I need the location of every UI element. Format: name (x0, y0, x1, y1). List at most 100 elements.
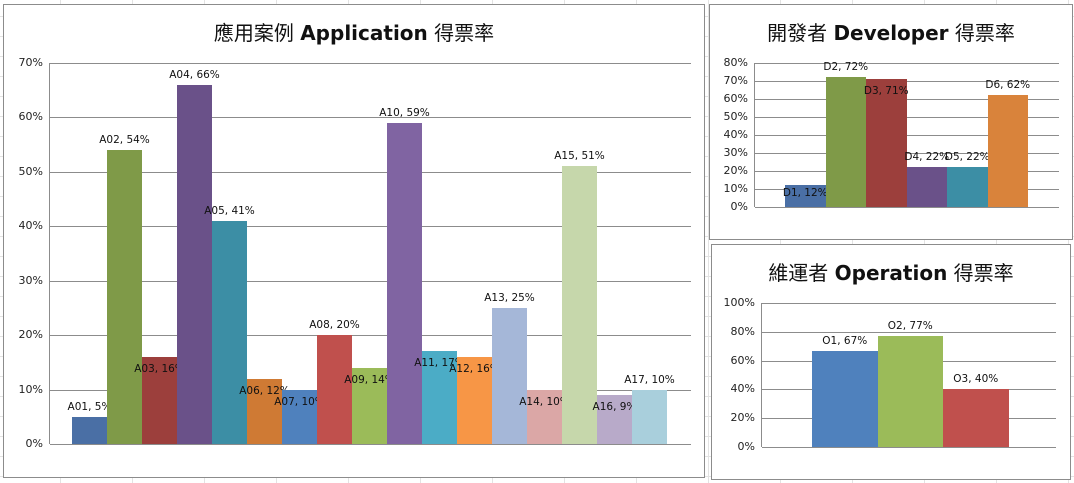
bar-a15[interactable] (562, 166, 597, 444)
y-tick-label: 70% (18, 56, 43, 69)
bar-d3[interactable] (866, 79, 907, 207)
y-tick-label: 20% (18, 328, 43, 342)
data-label: A11, 17% (414, 357, 465, 370)
y-tick-label: 40% (723, 128, 748, 141)
bar-o1[interactable] (812, 350, 878, 447)
data-label: O3, 40% (953, 373, 999, 386)
gridline (50, 171, 691, 173)
y-tick-label: 60% (730, 353, 755, 367)
plot-area: A01, 5% A02, 54% A03, 16% A04, 66% A05, 41% A… (49, 63, 691, 445)
gridline (50, 280, 691, 282)
bar-a11[interactable] (422, 351, 457, 444)
y-tick-label: 20% (723, 164, 748, 177)
data-label: D2, 72% (823, 61, 869, 74)
y-tick-label: 60% (723, 92, 748, 105)
bar-d4[interactable] (906, 167, 947, 207)
data-label: O1, 67% (822, 334, 868, 347)
plot-area: O1, 67% O2, 77% O3, 40% (761, 303, 1056, 448)
bar-a14[interactable] (527, 389, 562, 444)
bar-a08[interactable] (317, 335, 352, 444)
application-chart-panel[interactable]: 應用案例 Application 得票率 0% 10% 20% 30% 40% 50% 60… (3, 4, 705, 478)
bar-a09[interactable] (352, 367, 387, 444)
bar-a13[interactable] (492, 307, 527, 444)
bar-a16[interactable] (597, 395, 632, 444)
y-tick-label: 80% (730, 324, 755, 338)
gridline (755, 63, 1059, 64)
bar-a01[interactable] (72, 416, 107, 444)
data-label: D6, 62% (985, 79, 1031, 92)
y-tick-label: 10% (723, 182, 748, 195)
data-label: A17, 10% (624, 373, 675, 386)
bar-o2[interactable] (877, 336, 943, 447)
data-label: A16, 9% (592, 401, 637, 413)
data-label: A09, 14% (344, 373, 395, 386)
bar-d2[interactable] (825, 77, 866, 207)
title-cjk-suffix: 得票率 (427, 21, 495, 45)
application-chart-title: 應用案例 Application 得票率 (4, 17, 704, 46)
developer-chart-panel[interactable]: 開發者 Developer 得票率 0% 10% 20% 30% 40% 50% 60% 70… (709, 4, 1073, 240)
bar-a12[interactable] (457, 356, 492, 444)
gridline (762, 331, 1056, 333)
data-label: A08, 20% (309, 319, 360, 332)
title-cjk-suffix: 得票率 (947, 261, 1014, 285)
data-label: O2, 77% (887, 320, 933, 333)
y-tick-label: 20% (730, 411, 755, 425)
bar-a17[interactable] (632, 389, 667, 444)
y-tick-label: 0% (737, 440, 755, 453)
data-label: A15, 51% (554, 150, 605, 163)
plot-area: D1, 12% D2, 72% D3, 71% D4, 22% D5, 22% D6, 6… (754, 61, 1059, 208)
data-label: A04, 66% (169, 68, 220, 81)
title-cjk-prefix: 維運者 (768, 261, 835, 285)
title-latin: Operation (834, 261, 948, 285)
data-label: A05, 41% (204, 204, 255, 217)
data-label: D1, 12% (782, 187, 828, 200)
gridline (50, 117, 691, 119)
bar-o3[interactable] (943, 389, 1009, 447)
gridline (755, 135, 1059, 136)
y-tick-label: 80% (723, 56, 748, 69)
gridline (50, 63, 691, 64)
operation-chart-title: 維運者 Operation 得票率 (712, 257, 1070, 286)
data-label: A12, 16% (449, 362, 500, 375)
y-tick-label: 0% (730, 200, 748, 213)
developer-chart-title: 開發者 Developer 得票率 (710, 17, 1072, 46)
bar-a02[interactable] (107, 150, 142, 444)
bar-d6[interactable] (987, 95, 1028, 207)
gridline (50, 226, 691, 228)
data-label: A02, 54% (99, 134, 150, 147)
data-label: A01, 5% (67, 400, 112, 413)
y-tick-label: 40% (730, 382, 755, 396)
y-tick-label: 10% (18, 382, 43, 396)
y-tick-label: 100% (723, 296, 755, 309)
data-label: D3, 71% (863, 85, 909, 98)
data-label: A07, 10% (274, 395, 325, 408)
bar-a06[interactable] (247, 378, 282, 444)
title-cjk-suffix: 得票率 (948, 21, 1015, 45)
data-label: D4, 22% (904, 151, 950, 164)
bar-d1[interactable] (785, 185, 826, 207)
gridline (755, 207, 1059, 208)
data-label: A06, 12% (239, 384, 290, 397)
bar-a03[interactable] (142, 356, 177, 444)
y-tick-label: 50% (18, 164, 43, 178)
data-label: A13, 25% (484, 291, 535, 304)
data-label: D5, 22% (944, 151, 990, 164)
gridline (50, 444, 691, 445)
bar-a04[interactable] (177, 84, 212, 444)
title-latin: Developer (833, 21, 949, 45)
gridline (755, 117, 1059, 118)
gridline (762, 303, 1056, 304)
bar-a10[interactable] (387, 122, 422, 444)
gridline (762, 447, 1056, 448)
data-label: A10, 59% (379, 106, 430, 119)
bar-d5[interactable] (947, 167, 988, 207)
bar-a05[interactable] (212, 220, 247, 444)
gridline (50, 335, 691, 337)
y-tick-label: 30% (723, 146, 748, 159)
y-tick-label: 50% (723, 110, 748, 123)
title-cjk-prefix: 開發者 (767, 21, 834, 45)
title-cjk-prefix: 應用案例 (213, 21, 301, 45)
y-tick-label: 0% (25, 437, 43, 450)
operation-chart-panel[interactable]: 維運者 Operation 得票率 0% 20% 40% 60% 80% 100% O1,… (711, 244, 1071, 480)
bar-a07[interactable] (282, 389, 317, 444)
